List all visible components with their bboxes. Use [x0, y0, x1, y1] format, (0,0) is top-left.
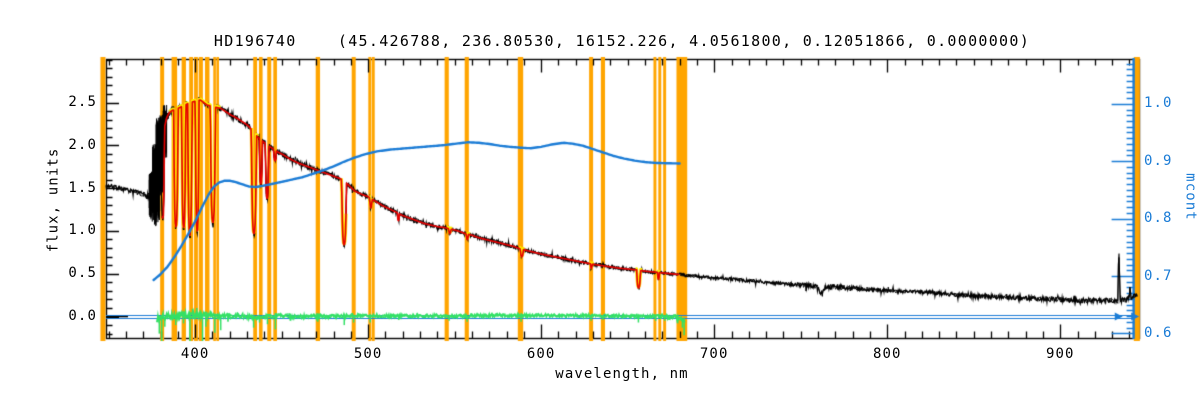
- x-axis-label: wavelength, nm: [555, 366, 689, 382]
- tick-label: 1.0: [68, 222, 97, 239]
- tick-label: 700: [699, 346, 729, 362]
- tick-label: 0.8: [1144, 210, 1173, 227]
- tick-label: 600: [526, 346, 556, 362]
- tick-label: 400: [180, 346, 210, 362]
- tick-label: 2.0: [68, 136, 97, 153]
- plot-title: HD196740 (45.426788, 236.80530, 16152.22…: [213, 32, 1031, 50]
- tick-label: 2.5: [68, 94, 97, 111]
- tick-label: 900: [1045, 346, 1075, 362]
- tick-label: 0.0: [68, 308, 97, 325]
- tick-label: 0.7: [1144, 267, 1173, 284]
- tick-label: 0.5: [68, 265, 97, 282]
- tick-label: 0.6: [1144, 324, 1173, 341]
- tick-label: 0.9: [1144, 152, 1173, 169]
- tick-label: 500: [353, 346, 383, 362]
- tick-label: 1.0: [1144, 95, 1173, 112]
- tick-label: 1.5: [68, 179, 97, 196]
- tick-label: 800: [872, 346, 902, 362]
